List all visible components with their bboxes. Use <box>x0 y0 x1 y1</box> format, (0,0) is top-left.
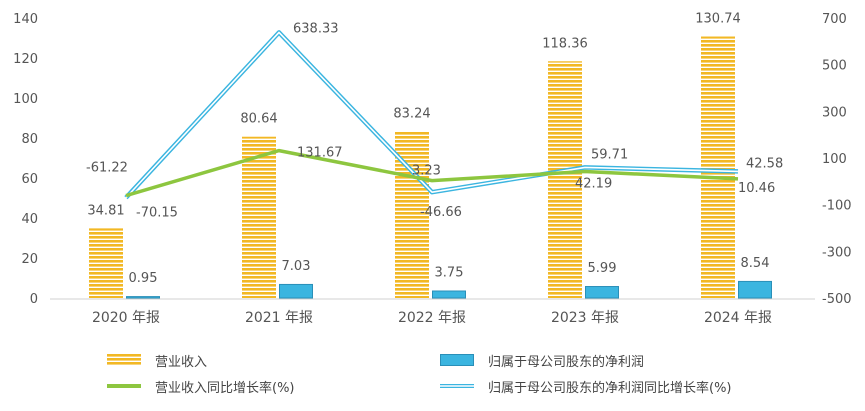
data-labels-layer: 34.81 80.64 83.24 118.36 130.74 0.95 7.03 3.75 5… <box>86 12 783 287</box>
bar-revenue <box>548 61 582 298</box>
left-tick-label: 40 <box>21 212 38 227</box>
x-tick-label: 2024 年报 <box>704 310 772 326</box>
data-label-net-profit: 7.03 <box>282 259 311 274</box>
right-axis: -500 -300 -100 100 300 500 700 <box>822 12 852 307</box>
data-label-revenue-growth: 10.46 <box>738 181 775 196</box>
x-axis: 2020 年报 2021 年报 2022 年报 2023 年报 2024 年报 <box>50 298 815 326</box>
left-tick-label: 80 <box>21 132 38 147</box>
data-label-revenue-growth: -61.22 <box>86 161 128 176</box>
data-label-profit-growth: 59.71 <box>591 147 628 162</box>
bar-net-profit <box>279 283 313 299</box>
right-tick-label: 100 <box>822 152 847 167</box>
data-label-profit-growth: -70.15 <box>136 206 178 221</box>
data-label-net-profit: 3.75 <box>435 266 464 281</box>
bar-revenue <box>242 136 276 298</box>
bar-revenue <box>89 228 123 298</box>
data-label-revenue: 83.24 <box>393 107 430 122</box>
data-label-revenue: 34.81 <box>87 203 124 218</box>
left-tick-label: 120 <box>13 52 38 67</box>
right-tick-label: 700 <box>822 12 847 27</box>
x-tick-label: 2022 年报 <box>398 310 466 326</box>
x-tick-label: 2023 年报 <box>551 310 619 326</box>
right-tick-label: -100 <box>822 199 852 214</box>
right-tick-label: 500 <box>822 59 847 74</box>
right-tick-label: -500 <box>822 292 852 307</box>
data-label-net-profit: 8.54 <box>741 256 770 271</box>
bar-net-profit <box>585 286 619 299</box>
left-axis: 0 20 40 60 80 100 120 140 <box>13 12 38 307</box>
left-tick-label: 140 <box>13 12 38 27</box>
right-tick-label: 300 <box>822 105 847 120</box>
data-label-revenue-growth: 131.67 <box>297 146 343 161</box>
bar-net-profit <box>738 280 772 299</box>
bars-layer <box>89 36 772 299</box>
bar-net-profit <box>126 296 160 299</box>
left-tick-label: 60 <box>21 172 38 187</box>
left-tick-label: 20 <box>21 252 38 267</box>
lines-layer <box>124 30 739 200</box>
data-label-profit-growth: 638.33 <box>293 21 339 36</box>
left-tick-label: 0 <box>30 292 38 307</box>
x-tick-label: 2021 年报 <box>245 310 313 326</box>
data-label-profit-growth: -46.66 <box>420 205 462 220</box>
right-tick-label: -300 <box>822 245 852 260</box>
data-label-revenue-growth: 3.23 <box>412 164 441 179</box>
data-label-revenue-growth: 42.19 <box>575 176 612 191</box>
x-tick-label: 2020 年报 <box>92 310 160 326</box>
data-label-revenue: 130.74 <box>695 12 741 27</box>
data-label-profit-growth: 42.58 <box>746 156 783 171</box>
bar-net-profit <box>432 290 466 299</box>
data-label-net-profit: 5.99 <box>588 261 617 276</box>
data-label-revenue: 118.36 <box>542 36 588 51</box>
left-tick-label: 100 <box>13 92 38 107</box>
data-label-revenue: 80.64 <box>240 112 277 127</box>
data-label-net-profit: 0.95 <box>129 271 158 286</box>
bar-revenue <box>701 36 735 299</box>
